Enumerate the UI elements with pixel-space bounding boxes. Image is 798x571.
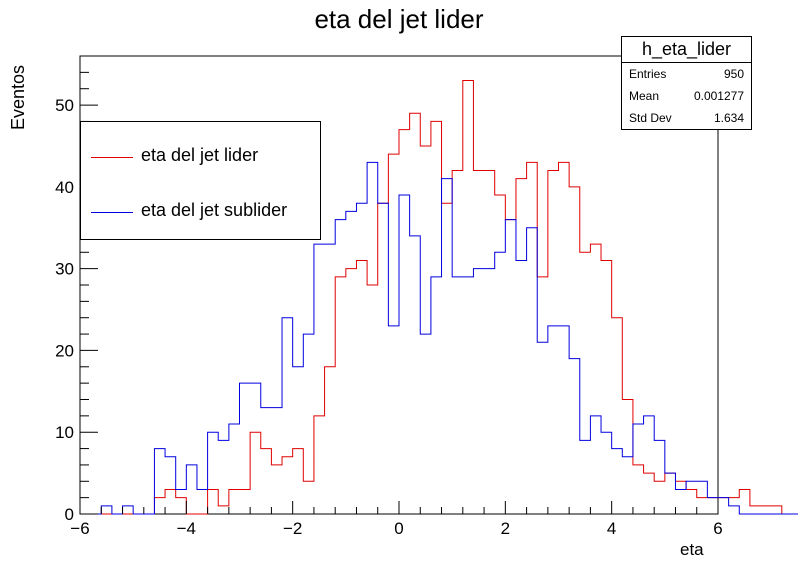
x-tick-label: −4 (177, 519, 196, 538)
y-tick-label: 0 (65, 505, 74, 524)
stats-row-stddev: Std Dev 1.634 (622, 107, 751, 129)
x-tick-label: 4 (607, 519, 616, 538)
legend-item-sublider: eta del jet sublider (81, 197, 320, 227)
histogram-series-1 (80, 161, 798, 515)
stats-box: h_eta_lider Entries 950 Mean 0.001277 St… (621, 36, 752, 130)
y-tick-label: 20 (55, 341, 74, 360)
stats-label: Std Dev (629, 111, 672, 125)
y-tick-label: 50 (55, 96, 74, 115)
stats-value: 1.634 (713, 111, 744, 125)
x-tick-label: 2 (501, 519, 510, 538)
legend: eta del jet lider eta del jet sublider (80, 121, 321, 240)
legend-item-lider: eta del jet lider (81, 142, 320, 172)
y-tick-label: 30 (55, 260, 74, 279)
x-tick-label: −6 (70, 519, 89, 538)
legend-swatch-lider (91, 157, 133, 158)
x-axis-label: eta (680, 540, 704, 559)
x-tick-label: −2 (283, 519, 302, 538)
stats-value: 950 (723, 67, 744, 81)
stats-value: 0.001277 (693, 89, 744, 103)
legend-swatch-sublider (91, 212, 133, 213)
stats-row-entries: Entries 950 (622, 63, 751, 85)
y-tick-label: 40 (55, 178, 74, 197)
chart-title: eta del jet lider (314, 4, 484, 34)
x-tick-label: 6 (713, 519, 722, 538)
x-tick-label: 0 (394, 519, 403, 538)
y-tick-label: 10 (55, 423, 74, 442)
y-axis-label: Eventos (8, 64, 28, 130)
stats-label: Mean (629, 89, 660, 103)
stats-title: h_eta_lider (622, 37, 751, 63)
stats-row-mean: Mean 0.001277 (622, 85, 751, 107)
stats-label: Entries (629, 67, 667, 81)
legend-label-sublider: eta del jet sublider (141, 200, 288, 220)
legend-label-lider: eta del jet lider (141, 145, 259, 165)
